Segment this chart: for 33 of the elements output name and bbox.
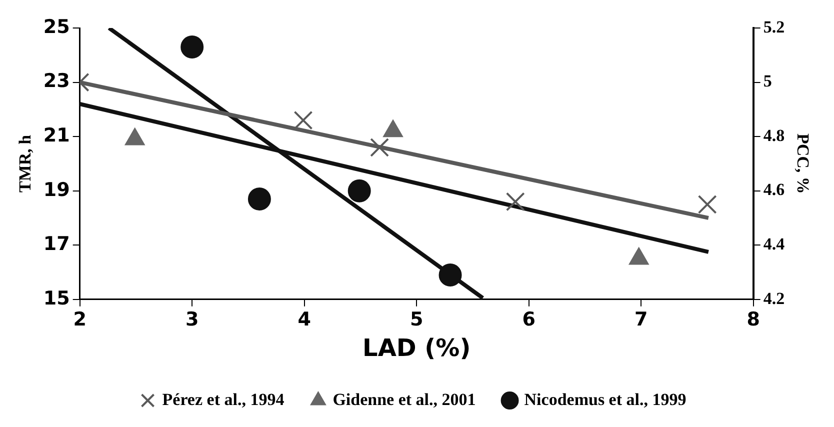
point xyxy=(506,192,525,212)
y2-tick-label: 4.6 xyxy=(763,180,785,200)
y-tick-label: 23 xyxy=(43,70,70,92)
x-tick-label: 2 xyxy=(73,308,86,331)
y2-tick-label: 4.8 xyxy=(763,126,785,145)
point xyxy=(438,263,462,286)
x-tick-label: 4 xyxy=(298,308,311,331)
x-tick-label: 5 xyxy=(410,308,424,331)
x-tick-label: 3 xyxy=(185,308,199,331)
y-tick-label: 25 xyxy=(43,16,70,38)
legend-label: Nicodemus et al., 1999 xyxy=(524,390,686,409)
y-tick-label: 19 xyxy=(43,178,70,201)
x-tick-label: 8 xyxy=(746,308,760,331)
y-axis-title: TMR, h xyxy=(16,134,35,193)
point xyxy=(348,179,371,202)
x-axis-title: LAD (%) xyxy=(362,334,471,362)
y-tick-label: 15 xyxy=(43,287,70,310)
point xyxy=(370,138,390,157)
x-tick-label: 7 xyxy=(634,308,648,331)
y-tick-label: 17 xyxy=(43,233,70,256)
y2-tick-label: 5.2 xyxy=(763,17,785,36)
point xyxy=(180,36,204,58)
point xyxy=(294,110,313,130)
point xyxy=(698,194,717,214)
legend-label: Gidenne et al., 2001 xyxy=(332,390,476,409)
y2-tick-label: 4.4 xyxy=(763,234,786,254)
y2-tick-label: 4.2 xyxy=(763,288,785,308)
point xyxy=(248,187,271,210)
y2-tick-label: 5 xyxy=(763,72,772,91)
x-tick-label: 6 xyxy=(522,308,536,331)
y-tick-label: 21 xyxy=(43,124,70,146)
legend-label: Pérez et al., 1994 xyxy=(162,390,285,409)
y2-axis-title: PCC, % xyxy=(793,133,812,194)
